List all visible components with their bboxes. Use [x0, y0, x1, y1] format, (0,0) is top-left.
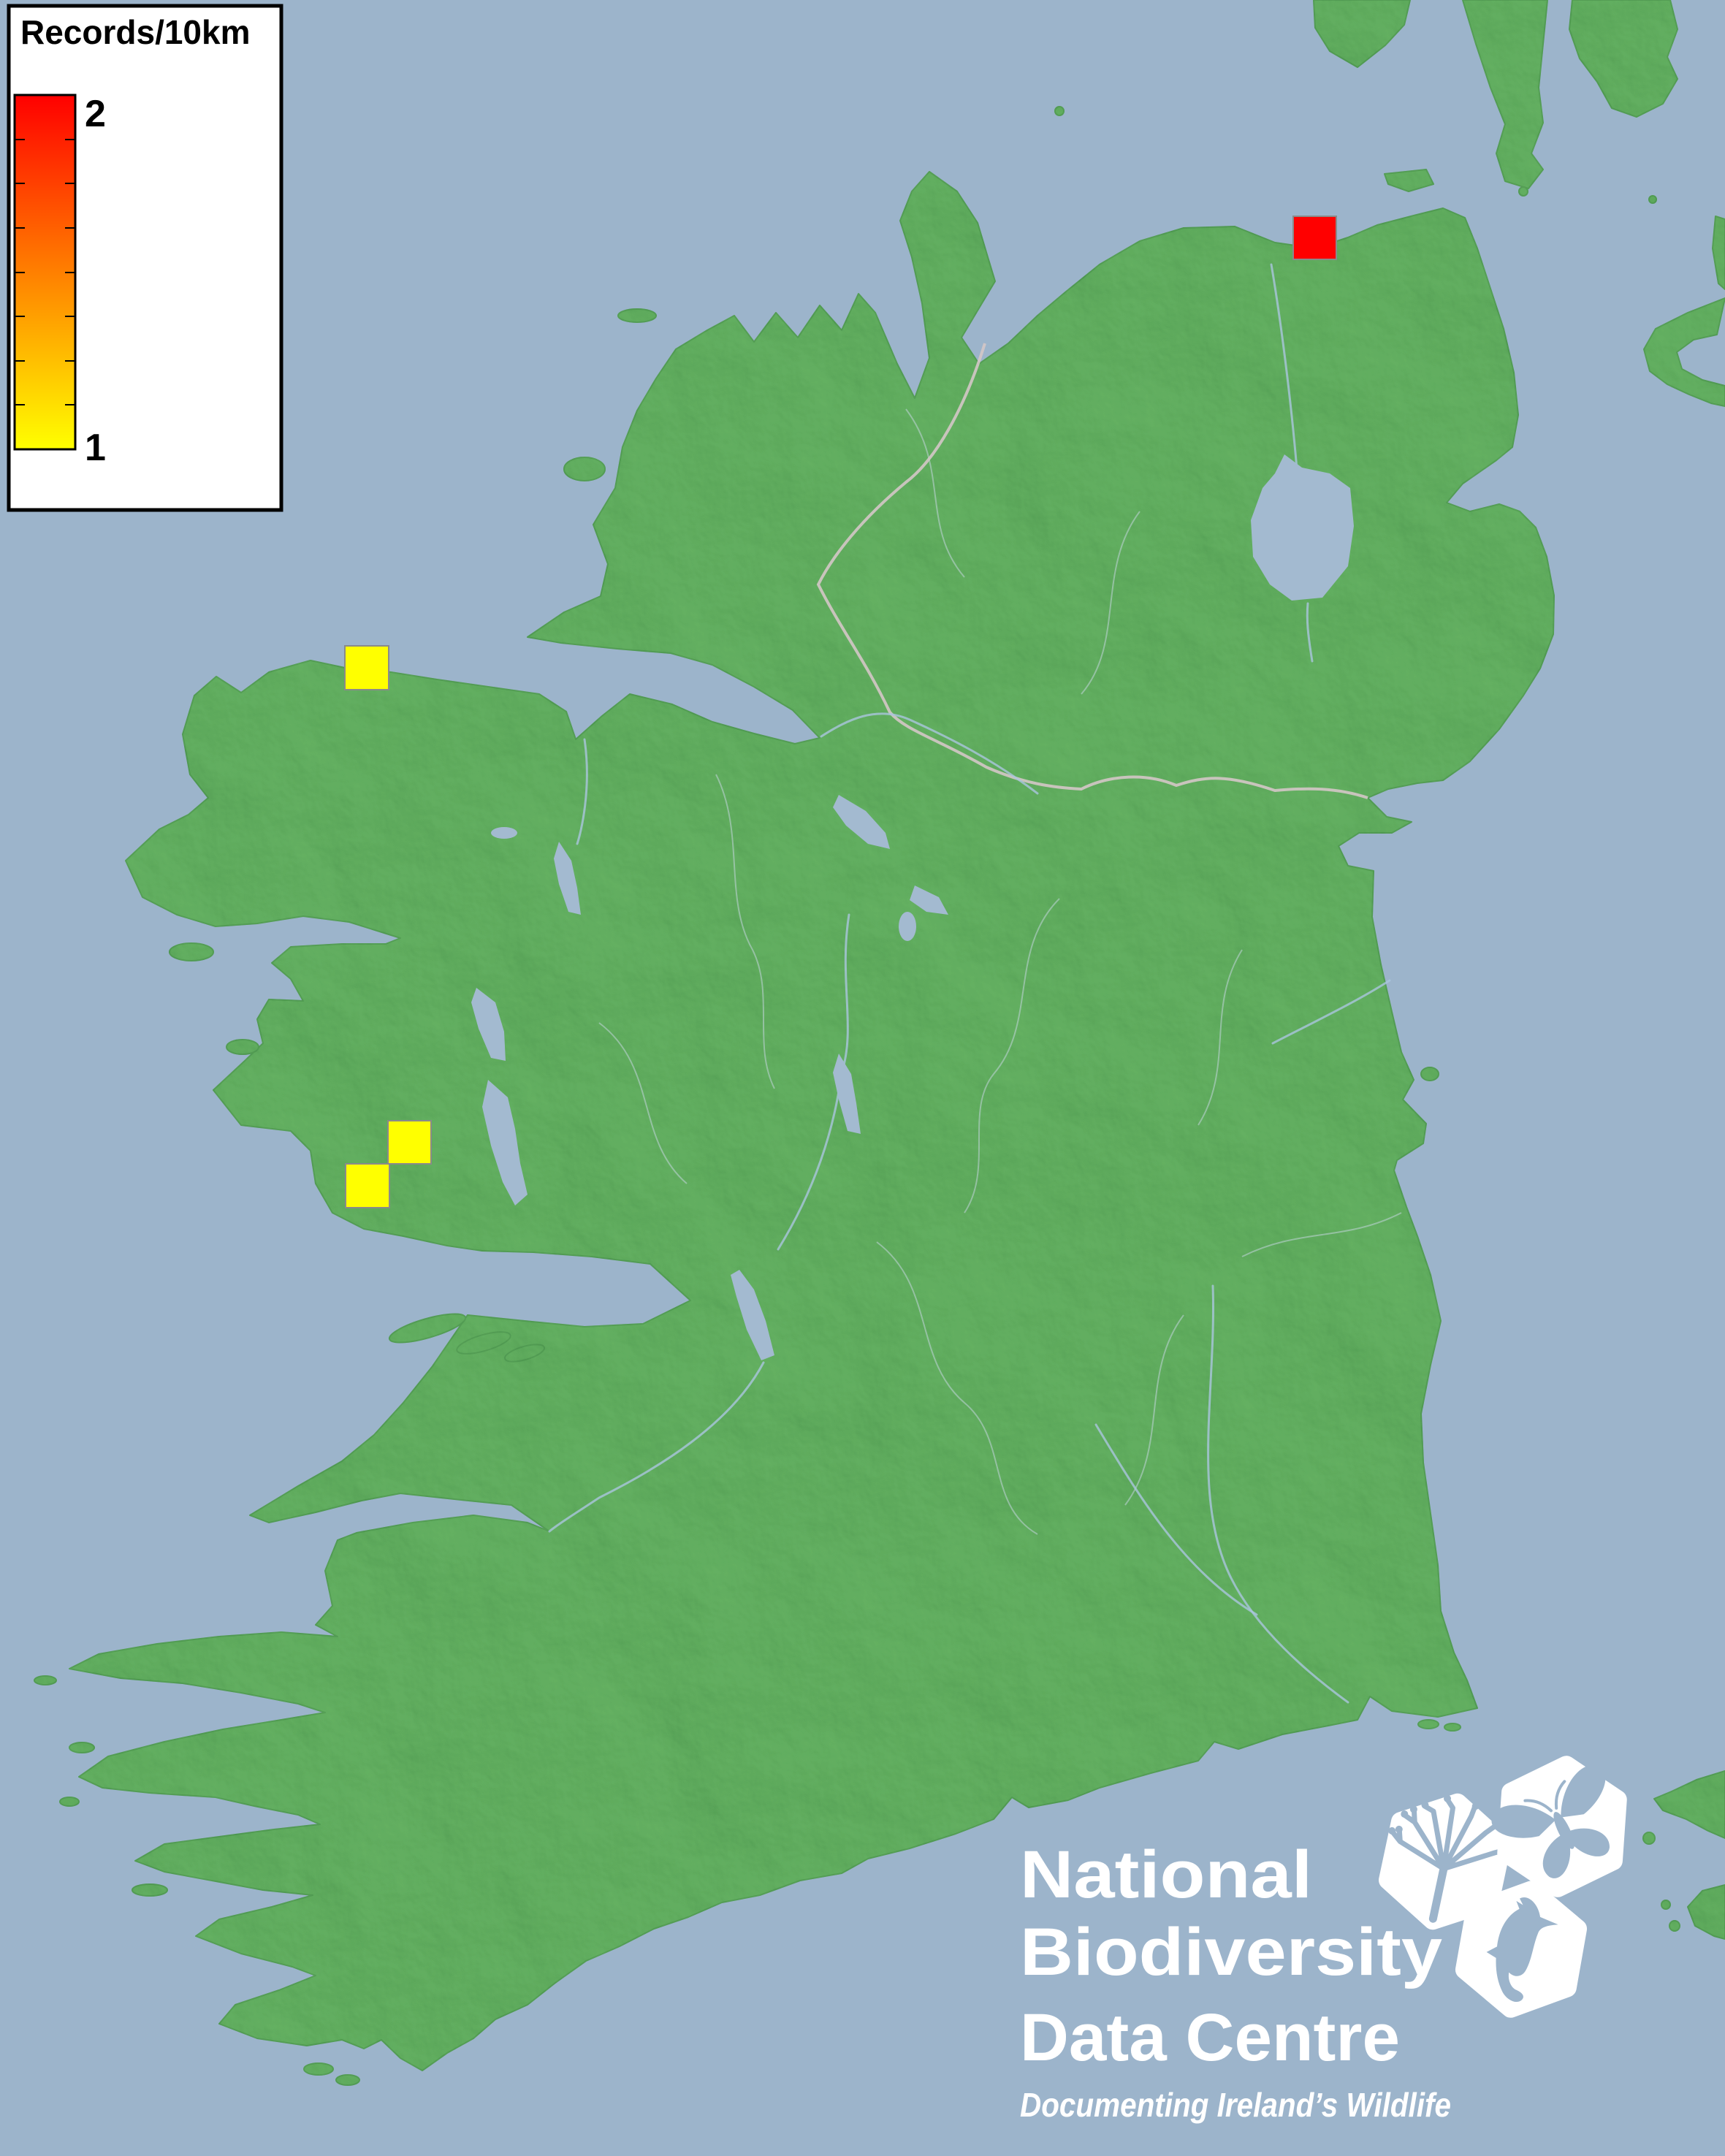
record-square — [344, 645, 389, 690]
logo-tagline: Documenting Ireland’s Wildlife — [1020, 2086, 1451, 2124]
legend-min-label: 1 — [85, 427, 106, 469]
record-square — [1292, 216, 1337, 260]
legend-max-label: 2 — [85, 93, 106, 135]
record-square — [345, 1163, 390, 1208]
nbdc-logo: National Biodiversity Data Centre Docume… — [1020, 1756, 1627, 2124]
record-square — [387, 1120, 432, 1165]
legend-tick-marks — [15, 139, 75, 405]
logo-line-2: Biodiversity — [1020, 1915, 1442, 1989]
logo-line-3: Data Centre — [1020, 2000, 1400, 2075]
butterfly-icon — [1491, 1764, 1610, 1878]
lough-neagh — [1251, 454, 1354, 601]
logo-line-1: National — [1020, 1837, 1312, 1912]
logo-hexagons — [1379, 1756, 1627, 2018]
legend: Records/10km 2 1 — [7, 4, 283, 512]
lakes — [471, 454, 1354, 1360]
seahorse-icon — [1486, 1897, 1558, 2003]
legend-title: Records/10km — [20, 13, 251, 51]
record-squares-layer — [344, 216, 1337, 1208]
boundary-lines — [598, 343, 1402, 1535]
tree-icon — [1388, 1794, 1510, 1923]
